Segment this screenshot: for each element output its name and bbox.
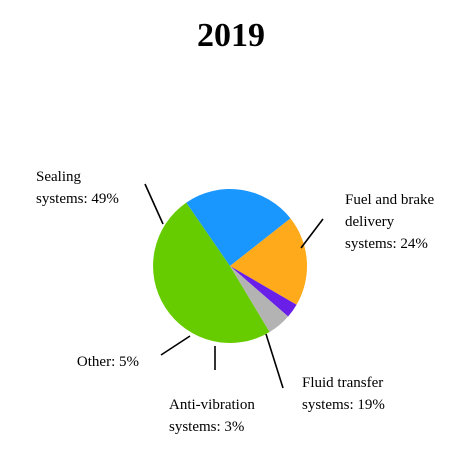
slice-label-sealing-systems: Sealing systems: 49%	[36, 169, 119, 207]
chart-title: 2019	[197, 17, 265, 54]
slice-label-fuel-and-brake-delivery-systems: Fuel and brake delivery systems: 24%	[345, 192, 434, 252]
slice-fuel-and-brake-delivery-systems	[186, 189, 291, 266]
slice-sealing-systems	[153, 202, 270, 343]
slice-label-other: Other: 5%	[77, 354, 139, 370]
leader-line-fluid-transfer-systems	[265, 333, 284, 389]
pie-slices	[153, 189, 308, 343]
slice-anti-vibration-systems	[230, 266, 297, 317]
leader-line-fuel-and-brake-delivery-systems	[300, 218, 324, 249]
leader-line-other	[160, 335, 191, 356]
slice-label-anti-vibration-systems: Anti-vibration systems: 3%	[169, 397, 255, 435]
slice-labels: Sealing systems: 49% Fuel and brake deliver…	[36, 169, 434, 435]
slice-fluid-transfer-systems	[230, 218, 308, 305]
slice-label-fluid-transfer-systems: Fluid transfer systems: 19%	[302, 375, 385, 413]
slice-other	[230, 266, 289, 332]
leader-lines	[144, 183, 324, 389]
leader-line-sealing-systems	[144, 183, 164, 225]
